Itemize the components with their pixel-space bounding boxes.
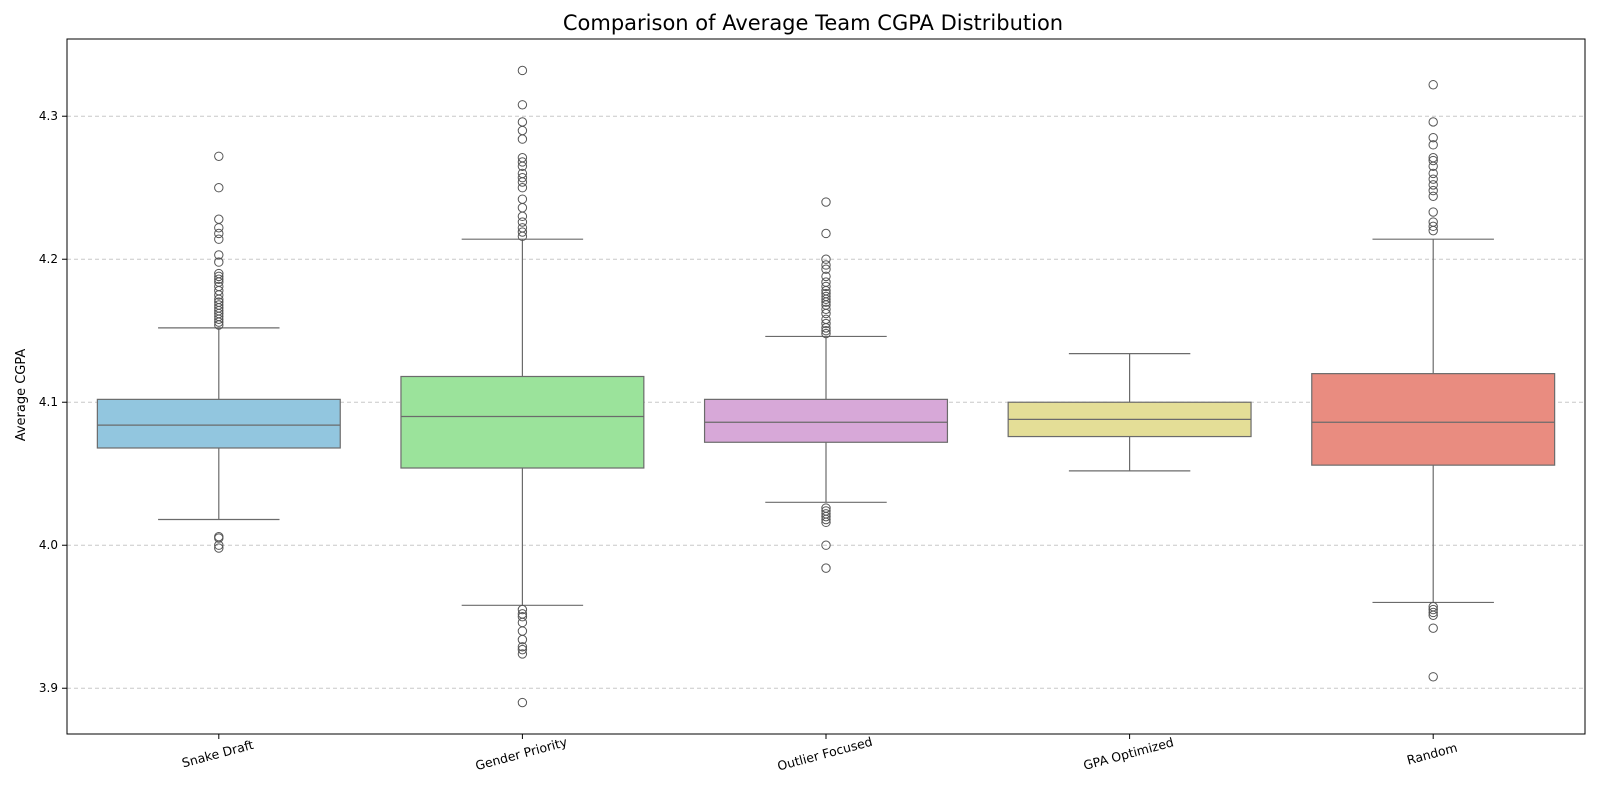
chart-title: Comparison of Average Team CGPA Distribu… xyxy=(563,11,1063,35)
outlier-point xyxy=(821,197,831,207)
outlier-point xyxy=(517,65,528,76)
outlier-point xyxy=(214,268,224,279)
outlier-point xyxy=(821,277,831,287)
outlier-point xyxy=(1428,607,1438,618)
outlier-point xyxy=(821,281,831,292)
box-group-gender-priority xyxy=(400,65,645,708)
outlier-point xyxy=(1428,604,1438,615)
outlier-point xyxy=(1428,140,1438,150)
y-tick-label: 3.9 xyxy=(39,681,58,695)
outlier-point xyxy=(1428,623,1438,633)
outlier-point xyxy=(517,223,528,233)
y-tick-label: 4.3 xyxy=(39,109,58,123)
outlier-point xyxy=(214,183,224,193)
outlier-point xyxy=(821,563,831,573)
outlier-point xyxy=(517,194,528,204)
outlier-point xyxy=(517,227,528,237)
outlier-point xyxy=(821,228,831,239)
outlier-point xyxy=(517,612,528,622)
outlier-point xyxy=(821,260,831,270)
outlier-point xyxy=(214,531,224,542)
outlier-point xyxy=(214,250,224,260)
outlier-point xyxy=(821,509,831,519)
outlier-point xyxy=(1428,80,1438,90)
boxes-layer xyxy=(96,65,1556,708)
outlier-point xyxy=(214,271,224,282)
outlier-point xyxy=(821,326,831,336)
y-tick-label: 4.1 xyxy=(39,395,58,409)
outlier-point xyxy=(1428,180,1438,190)
outlier-point xyxy=(517,173,528,183)
outlier-point xyxy=(517,649,528,659)
y-axis-label: Average CGPA xyxy=(14,349,29,442)
box-group-random xyxy=(1311,80,1556,682)
outlier-point xyxy=(1428,168,1438,179)
outlier-point xyxy=(517,217,528,227)
outlier-point xyxy=(821,304,831,314)
outlier-point xyxy=(821,254,831,264)
box-group-snake-draft xyxy=(96,151,341,553)
outlier-point xyxy=(821,328,831,339)
y-tick-label: 4.2 xyxy=(39,252,58,266)
outlier-point xyxy=(214,228,224,239)
iqr-box xyxy=(400,375,645,469)
outlier-point xyxy=(1428,217,1438,227)
outlier-point xyxy=(1428,207,1438,217)
outlier-point xyxy=(214,234,224,244)
outlier-point xyxy=(1428,155,1438,166)
outlier-point xyxy=(1428,132,1438,143)
outlier-point xyxy=(821,291,831,302)
iqr-box xyxy=(1311,373,1556,466)
outlier-point xyxy=(214,281,224,292)
outlier-point xyxy=(214,274,224,284)
outlier-point xyxy=(1428,117,1438,127)
outlier-point xyxy=(1428,602,1438,612)
outlier-point xyxy=(517,100,528,110)
outlier-point xyxy=(1428,672,1438,682)
outlier-point xyxy=(1428,191,1438,202)
outlier-point xyxy=(517,642,528,652)
outlier-point xyxy=(821,503,831,513)
box-group-outlier-focused xyxy=(703,197,949,573)
outlier-point xyxy=(1428,152,1438,163)
outlier-point xyxy=(517,604,528,615)
outlier-point xyxy=(517,168,528,179)
outlier-point xyxy=(517,117,528,127)
outlier-point xyxy=(821,314,831,324)
iqr-box xyxy=(703,398,949,443)
box-group-gpa-optimized xyxy=(1007,353,1252,472)
outlier-point xyxy=(821,318,831,329)
outlier-point xyxy=(214,257,224,267)
outlier-point xyxy=(517,697,528,708)
outlier-point xyxy=(821,264,831,274)
outlier-point xyxy=(517,609,528,619)
outlier-point xyxy=(1428,185,1438,196)
outlier-point xyxy=(517,157,528,167)
outlier-point xyxy=(214,543,224,553)
outlier-point xyxy=(214,300,224,310)
outlier-point xyxy=(517,644,528,655)
iqr-box xyxy=(96,398,341,449)
outlier-point xyxy=(214,151,224,161)
outlier-point xyxy=(821,506,831,516)
outlier-point xyxy=(1428,221,1438,232)
outlier-point xyxy=(1428,174,1438,184)
outlier-point xyxy=(517,152,528,163)
outlier-point xyxy=(517,183,528,193)
outlier-point xyxy=(214,214,224,224)
y-tick-label: 4.0 xyxy=(39,538,58,552)
outlier-point xyxy=(821,271,831,282)
outlier-point xyxy=(821,288,831,299)
outlier-point xyxy=(821,540,831,550)
outlier-point xyxy=(214,297,224,307)
